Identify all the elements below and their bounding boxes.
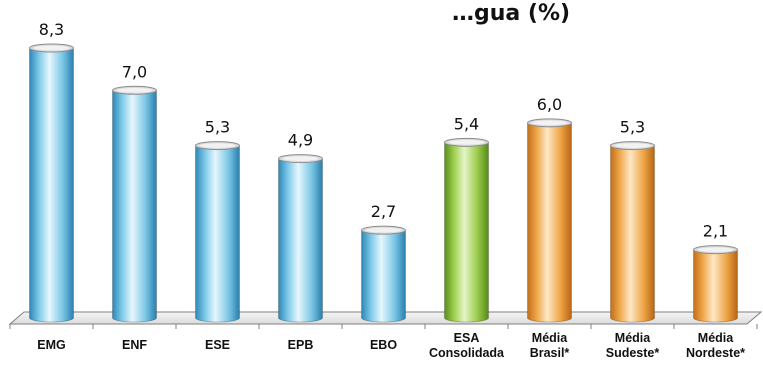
bar-cap-highlight — [282, 156, 319, 162]
bar-cap-highlight — [33, 45, 70, 51]
bar — [693, 245, 738, 323]
bar — [29, 43, 74, 323]
value-label: 8,3 — [39, 20, 64, 39]
bar-body — [693, 249, 738, 323]
bar-body — [361, 229, 406, 323]
bar-body — [29, 47, 74, 323]
bar-body — [195, 145, 240, 323]
value-label: 2,1 — [703, 222, 728, 241]
bar-cap-highlight — [365, 227, 402, 233]
bar-cap-highlight — [697, 247, 734, 253]
value-label: 4,9 — [288, 131, 313, 150]
value-label: 5,3 — [620, 118, 645, 137]
bar — [527, 118, 572, 323]
bar-body — [112, 89, 157, 323]
category-label: ESE — [205, 338, 230, 352]
value-label: 6,0 — [537, 95, 562, 114]
category-label: Brasil* — [530, 346, 570, 360]
category-label: ENF — [122, 338, 147, 352]
bar-cap-highlight — [116, 87, 153, 93]
bar — [112, 85, 157, 323]
category-labels: EMG ENF ESE EPB EBO ESAConsolidadaMédiaBrasil… — [37, 331, 745, 360]
bars — [29, 43, 738, 323]
category-label: Sudeste* — [606, 346, 660, 360]
category-label: EMG — [37, 338, 65, 352]
bar-body — [610, 145, 655, 323]
bar — [361, 225, 406, 323]
category-label: Média — [532, 331, 568, 345]
category-label: EPB — [288, 338, 314, 352]
category-label: Nordeste* — [686, 346, 745, 360]
bar-cap-highlight — [199, 143, 236, 148]
value-label: 5,4 — [454, 114, 479, 133]
bar-cap-highlight — [448, 139, 485, 145]
value-label: 5,3 — [205, 118, 230, 137]
category-label: EBO — [370, 338, 397, 352]
bar — [444, 137, 489, 323]
bar — [278, 154, 323, 323]
bar-cap-highlight — [531, 120, 568, 126]
category-label: Média — [615, 331, 651, 345]
value-label: 7,0 — [122, 62, 147, 81]
bar-body — [444, 141, 489, 323]
value-labels: 8,3 7,0 5,3 4,9 2,7 5,4 6,0 5,3 2,1 — [39, 20, 728, 241]
category-label: Média — [698, 331, 734, 345]
bar-body — [278, 158, 323, 323]
chart-title: …gua (%) — [452, 1, 570, 26]
bar — [610, 141, 655, 323]
bar-body — [527, 122, 572, 323]
bar — [195, 141, 240, 323]
value-label: 2,7 — [371, 202, 396, 221]
category-label: Consolidada — [429, 346, 505, 360]
category-label: ESA — [454, 331, 480, 345]
bar-cap-highlight — [614, 143, 651, 148]
